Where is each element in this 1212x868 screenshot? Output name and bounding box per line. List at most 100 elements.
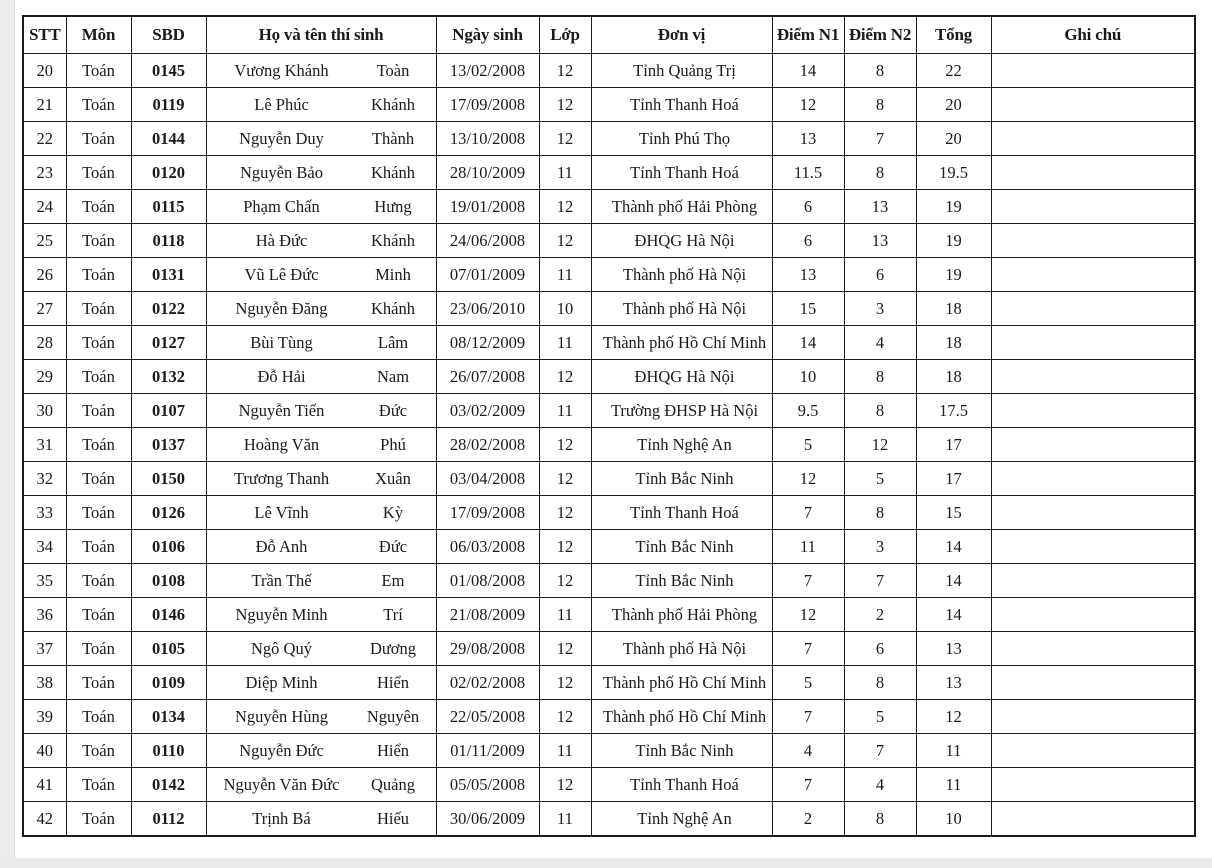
cell-ngay-sinh: 01/11/2009: [435, 733, 540, 768]
cell-stt: 31: [22, 427, 67, 462]
candidate-given-name: Lâm: [377, 332, 409, 352]
cell-sbd: 0108: [130, 563, 207, 598]
cell-ho-ten: Phạm Chấn Hưng: [205, 189, 437, 224]
cell-ghi-chu: [990, 359, 1196, 394]
cell-diem-n2: 8: [843, 359, 917, 394]
cell-ho-ten: Nguyễn Bảo Khánh: [205, 155, 437, 190]
cell-mon: Toán: [65, 801, 132, 837]
candidate-family-middle-name: Lê Vĩnh: [254, 502, 309, 522]
cell-ho-ten: Nguyễn Tiến Đức: [205, 393, 437, 428]
cell-don-vi: Thành phố Hồ Chí Minh: [590, 325, 773, 360]
col-header-stt: STT: [22, 15, 67, 54]
cell-sbd: 0132: [130, 359, 207, 394]
cell-diem-n2: 6: [843, 257, 917, 292]
cell-lop: 11: [538, 257, 592, 292]
cell-ho-ten: Bùi Tùng Lâm: [205, 325, 437, 360]
cell-stt: 34: [22, 529, 67, 564]
results-table-body: 20 Toán 0145 Vương Khánh Toàn 13/02/2008…: [22, 53, 1196, 837]
cell-ho-ten: Lê Phúc Khánh: [205, 87, 437, 122]
cell-tong: 10: [915, 801, 992, 837]
cell-diem-n1: 10: [771, 359, 845, 394]
cell-tong: 19: [915, 257, 992, 292]
cell-stt: 35: [22, 563, 67, 598]
table-row: 35 Toán 0108 Trần Thế Em 01/08/2008 12 T…: [22, 563, 1196, 598]
cell-ghi-chu: [990, 665, 1196, 700]
cell-sbd: 0134: [130, 699, 207, 734]
cell-tong: 15: [915, 495, 992, 530]
cell-tong: 20: [915, 87, 992, 122]
cell-mon: Toán: [65, 495, 132, 530]
cell-sbd: 0110: [130, 733, 207, 768]
cell-tong: 20: [915, 121, 992, 156]
cell-stt: 24: [22, 189, 67, 224]
cell-lop: 12: [538, 359, 592, 394]
cell-ngay-sinh: 28/10/2009: [435, 155, 540, 190]
cell-mon: Toán: [65, 257, 132, 292]
candidate-family-middle-name: Vũ Lê Đức: [244, 264, 319, 284]
table-row: 33 Toán 0126 Lê Vĩnh Kỳ 17/09/2008 12 Tỉ…: [22, 495, 1196, 530]
cell-ghi-chu: [990, 291, 1196, 326]
cell-ho-ten: Diệp Minh Hiển: [205, 665, 437, 700]
cell-ghi-chu: [990, 699, 1196, 734]
cell-lop: 12: [538, 563, 592, 598]
cell-ghi-chu: [990, 427, 1196, 462]
cell-tong: 17.5: [915, 393, 992, 428]
cell-tong: 19.5: [915, 155, 992, 190]
cell-mon: Toán: [65, 597, 132, 632]
cell-ghi-chu: [990, 529, 1196, 564]
cell-ghi-chu: [990, 257, 1196, 292]
cell-don-vi: Tỉnh Bắc Ninh: [590, 733, 773, 768]
cell-ngay-sinh: 13/02/2008: [435, 53, 540, 88]
table-row: 41 Toán 0142 Nguyễn Văn Đức Quảng 05/05/…: [22, 767, 1196, 802]
cell-diem-n1: 7: [771, 563, 845, 598]
cell-sbd: 0115: [130, 189, 207, 224]
cell-stt: 38: [22, 665, 67, 700]
cell-don-vi: Tỉnh Thanh Hoá: [590, 155, 773, 190]
cell-lop: 12: [538, 631, 592, 666]
cell-mon: Toán: [65, 631, 132, 666]
candidate-given-name: Hiếu: [376, 808, 410, 828]
cell-ngay-sinh: 30/06/2009: [435, 801, 540, 837]
cell-ngay-sinh: 13/10/2008: [435, 121, 540, 156]
table-row: 38 Toán 0109 Diệp Minh Hiển 02/02/2008 1…: [22, 665, 1196, 700]
cell-ghi-chu: [990, 631, 1196, 666]
cell-ngay-sinh: 08/12/2009: [435, 325, 540, 360]
candidate-given-name: Đức: [378, 536, 408, 556]
cell-diem-n1: 12: [771, 461, 845, 496]
cell-diem-n1: 6: [771, 223, 845, 258]
cell-tong: 11: [915, 733, 992, 768]
cell-tong: 13: [915, 631, 992, 666]
cell-lop: 11: [538, 733, 592, 768]
col-header-lop: Lớp: [538, 15, 592, 54]
cell-ho-ten: Trịnh Bá Hiếu: [205, 801, 437, 837]
col-header-ho-ten: Họ và tên thí sinh: [205, 15, 437, 54]
candidate-family-middle-name: Nguyễn Văn Đức: [223, 774, 340, 794]
candidate-given-name: Nguyên: [366, 706, 420, 726]
cell-don-vi: Tỉnh Nghệ An: [590, 427, 773, 462]
cell-don-vi: Thành phố Hồ Chí Minh: [590, 665, 773, 700]
cell-diem-n2: 12: [843, 427, 917, 462]
cell-ghi-chu: [990, 189, 1196, 224]
cell-mon: Toán: [65, 291, 132, 326]
cell-sbd: 0131: [130, 257, 207, 292]
candidate-family-middle-name: Trần Thế: [251, 570, 312, 590]
cell-ghi-chu: [990, 121, 1196, 156]
candidate-given-name: Khánh: [371, 298, 415, 318]
cell-ho-ten: Nguyễn Đức Hiển: [205, 733, 437, 768]
cell-ngay-sinh: 29/08/2008: [435, 631, 540, 666]
cell-mon: Toán: [65, 427, 132, 462]
candidate-family-middle-name: Nguyễn Minh: [235, 604, 328, 624]
col-header-ngay-sinh: Ngày sinh: [435, 15, 540, 54]
cell-ho-ten: Nguyễn Văn Đức Quảng: [205, 767, 437, 802]
cell-ghi-chu: [990, 325, 1196, 360]
candidate-given-name: Em: [381, 570, 405, 590]
cell-diem-n2: 6: [843, 631, 917, 666]
cell-stt: 20: [22, 53, 67, 88]
cell-mon: Toán: [65, 461, 132, 496]
table-row: 39 Toán 0134 Nguyễn Hùng Nguyên 22/05/20…: [22, 699, 1196, 734]
page-bottom-gutter: [0, 858, 1212, 868]
cell-lop: 12: [538, 427, 592, 462]
table-row: 24 Toán 0115 Phạm Chấn Hưng 19/01/2008 1…: [22, 189, 1196, 224]
cell-ngay-sinh: 21/08/2009: [435, 597, 540, 632]
table-row: 42 Toán 0112 Trịnh Bá Hiếu 30/06/2009 11…: [22, 801, 1196, 837]
